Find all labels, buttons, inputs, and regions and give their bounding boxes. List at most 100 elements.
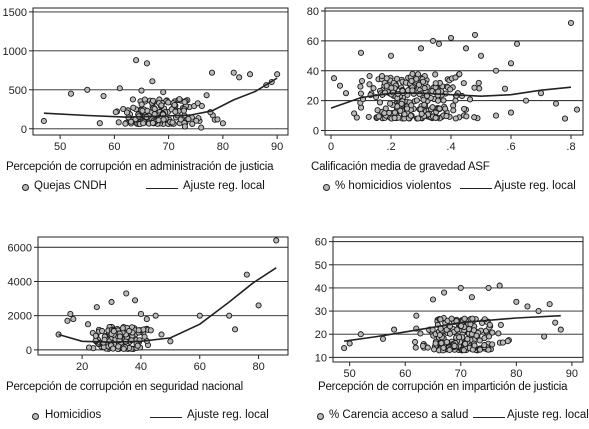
scatter-point (416, 91, 423, 98)
scatter-point (409, 70, 416, 77)
x-tick-label: 0 (328, 141, 334, 153)
x-tick-label: 70 (163, 141, 175, 153)
scatter-point (219, 120, 226, 127)
scatter-point (138, 87, 145, 94)
y-tick-label: 40 (315, 283, 327, 295)
x-tick-label: 40 (135, 361, 147, 373)
scatter-point (537, 90, 545, 97)
x-tick-label: .4 (446, 141, 455, 153)
legend-marker-1 (323, 184, 330, 191)
scatter-point (226, 312, 233, 319)
scatter-point (141, 333, 148, 340)
scatter-point (485, 333, 493, 340)
legend-marker-2 (32, 413, 39, 420)
scatter-point (461, 315, 468, 322)
scatter-point (379, 335, 387, 342)
scatter-point (143, 60, 150, 67)
y-tick-label: 500 (9, 85, 27, 97)
scatter-point (495, 330, 502, 337)
scatter-point (149, 78, 156, 85)
y-tick-label: 0 (313, 126, 319, 138)
legend-line-label-2: Ajuste reg. local (187, 409, 269, 421)
x-tick-label: 80 (510, 368, 522, 380)
scatter-point (561, 115, 569, 122)
scatter-point (460, 80, 467, 87)
y-tick-label: 6000 (8, 242, 32, 254)
scatter-point (398, 100, 405, 107)
scatter-point (513, 40, 521, 47)
scatter-point (357, 83, 364, 90)
x-axis-label-2: Percepción de corrupción en seguridad na… (6, 381, 243, 393)
scatter-point (432, 80, 439, 87)
y-tick-label: 0 (26, 345, 32, 357)
legend-line-label-1: Ajuste reg. local (494, 180, 576, 192)
scatter-point (387, 52, 395, 59)
scatter-point (417, 45, 425, 52)
scatter-point (116, 333, 124, 340)
scatter-point (432, 71, 439, 78)
legend-line-2 (150, 417, 182, 418)
scatter-point (135, 327, 142, 334)
scatter-point (567, 19, 575, 26)
scatter-point (418, 110, 425, 117)
scatter-point (429, 296, 437, 303)
scatter-point (246, 71, 254, 78)
scatter-point (130, 104, 137, 111)
scatter-point (236, 74, 243, 81)
scatter-point (185, 115, 192, 123)
scatter-point (552, 100, 560, 107)
scatter-point (497, 321, 504, 329)
scatter-point (429, 104, 436, 111)
scatter-point (440, 97, 447, 104)
scatter-point (158, 331, 165, 338)
scatter-point (152, 312, 159, 319)
legend-line-0 (146, 188, 178, 189)
x-axis-label-3: Percepción de corrupción en impartición … (318, 381, 568, 393)
scatter-point (460, 105, 468, 112)
y-tick-label: 0 (21, 124, 27, 136)
scatter-point (366, 81, 373, 88)
scatter-point (273, 237, 280, 244)
chart-2: 0 2000 4000 6000 20 40 60 80 (8, 236, 289, 373)
scatter-point (475, 79, 482, 87)
scatter-point (92, 332, 99, 339)
scatter-point (172, 108, 179, 115)
x-tick-label: 20 (76, 361, 88, 373)
y-tick-label: 10 (315, 352, 327, 364)
scatter-point (123, 109, 131, 116)
scatter-point (435, 40, 443, 47)
scatter-point (40, 117, 47, 125)
scatter-point (432, 340, 439, 347)
y-tick-label: 4000 (8, 276, 32, 288)
x-tick-label: .2 (386, 141, 395, 153)
legend-2: Homicidios Ajuste reg. local (0, 409, 294, 425)
scatter-point (376, 99, 384, 106)
scatter-point (535, 308, 542, 315)
scatter-point (243, 271, 250, 278)
plot-frame (332, 236, 584, 363)
scatter-point (387, 100, 394, 107)
scatter-point (420, 96, 427, 103)
scatter-point (432, 114, 439, 121)
x-tick-label: 90 (271, 141, 283, 153)
scatter-point (501, 85, 509, 92)
scatter-point (110, 345, 117, 352)
plot-frame (37, 236, 289, 356)
scatter-point (169, 119, 176, 126)
scatter-point (481, 342, 488, 349)
scatter-point (492, 67, 500, 74)
scatter-point (180, 107, 187, 114)
scatter-point (447, 34, 455, 41)
scatter-point (437, 316, 444, 323)
scatter-point (138, 101, 145, 108)
scatter-point (404, 105, 411, 112)
scatter-point (464, 335, 471, 343)
scatter-point (84, 321, 92, 328)
scatter-point (232, 326, 239, 333)
scatter-point (460, 347, 467, 354)
scatter-point (424, 344, 431, 351)
scatter-point (134, 342, 141, 349)
scatter-point (409, 87, 416, 94)
scatter-point (419, 342, 426, 349)
x-tick-label: 70 (455, 368, 467, 380)
